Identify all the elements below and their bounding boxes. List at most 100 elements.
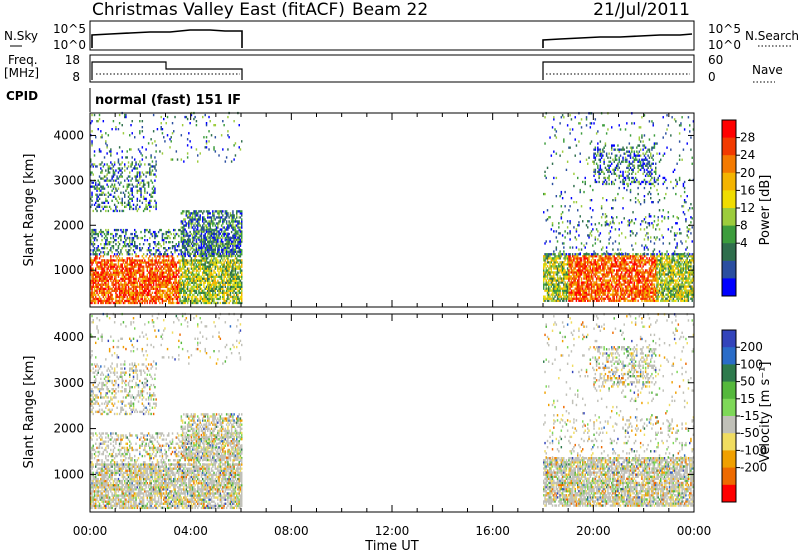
echo-cell [110,152,112,155]
echo-cell [219,283,222,286]
echo-cell [124,271,126,274]
echo-cell [237,210,239,213]
echo-cell [200,240,203,243]
echo-cell [122,209,125,213]
echo-cell [210,242,213,245]
echo-cell [568,285,570,288]
echo-cell [560,271,563,274]
echo-cell [95,281,97,284]
echo-cell [222,283,224,286]
echo-cell [150,295,152,299]
echo-cell [222,267,224,270]
echo-cell [116,267,118,270]
echo-cell [186,293,189,297]
echo-cell [140,230,142,234]
echo-cell [101,293,103,297]
echo-cell [559,277,561,280]
echo-cell [189,122,191,125]
echo-cell [191,263,194,266]
echo-cell [168,301,170,305]
echo-cell [98,203,101,207]
echo-cell [560,281,563,284]
echo-cell [545,289,547,292]
echo-cell [549,277,551,280]
echo-cell [134,265,136,268]
echo-cell [96,205,98,209]
echo-cell [238,277,240,280]
echo-cell [213,146,215,149]
echo-cell [202,238,204,241]
echo-cell [590,275,593,278]
echo-cell [142,273,145,276]
echo-cell [140,293,142,297]
echo-cell [125,232,127,236]
echo-cell [150,154,152,157]
echo-cell [578,289,580,292]
echo-cell [546,287,549,290]
echo-cell [604,265,607,268]
echo-cell [110,247,112,250]
echo-cell [159,243,161,246]
echo-cell [223,230,225,233]
echo-cell [121,295,123,299]
echo-cell [236,261,238,264]
echo-cell [198,291,200,295]
echo-cell [139,130,141,133]
echo-cell [163,275,165,278]
echo-cell [110,273,112,276]
echo-cell [577,261,579,264]
echo-cell [222,226,224,229]
echo-cell [180,222,183,225]
echo-cell [157,243,160,246]
echo-cell [103,265,106,268]
echo-cell [571,259,574,262]
echo-cell [146,181,149,184]
echo-cell [228,238,230,241]
echo-cell [239,234,242,238]
echo-cell [141,255,144,258]
echo-cell [604,257,607,260]
echo-cell [184,299,186,303]
echo-cell [222,242,224,245]
echo-cell [223,283,225,286]
echo-cell [225,228,228,231]
echo-cell [241,234,243,237]
echo-cell [134,283,136,286]
echo-cell [574,275,576,278]
echo-cell [583,297,585,300]
echo-cell [183,261,185,264]
echo-cell [205,238,208,241]
echo-cell [556,291,559,294]
echo-cell [181,240,184,243]
echo-cell [179,265,181,268]
echo-cell [95,297,97,301]
echo-cell [214,224,217,227]
echo-cell [175,232,178,236]
echo-cell [106,163,108,166]
echo-cell [103,283,106,286]
echo-cell [122,228,125,232]
echo-cell [598,299,600,302]
echo-cell [236,230,238,233]
echo-cell [556,267,559,270]
echo-cell [608,259,610,262]
echo-cell [209,301,211,305]
echo-cell [205,299,208,303]
echo-cell [92,273,94,276]
echo-cell [194,261,196,264]
echo-cell [93,150,96,153]
echo-cell [605,295,608,298]
echo-cell [152,253,155,256]
echo-cell [593,265,595,268]
echo-cell [234,261,237,264]
echo-cell [164,265,166,268]
echo-cell [151,285,154,289]
echo-cell [237,295,239,299]
echo-cell [122,230,125,234]
echo-cell [213,248,215,251]
echo-cell [115,205,117,209]
echo-cell [142,185,145,188]
echo-cell [180,259,183,262]
echo-cell [169,281,171,284]
echo-cell [168,273,170,276]
